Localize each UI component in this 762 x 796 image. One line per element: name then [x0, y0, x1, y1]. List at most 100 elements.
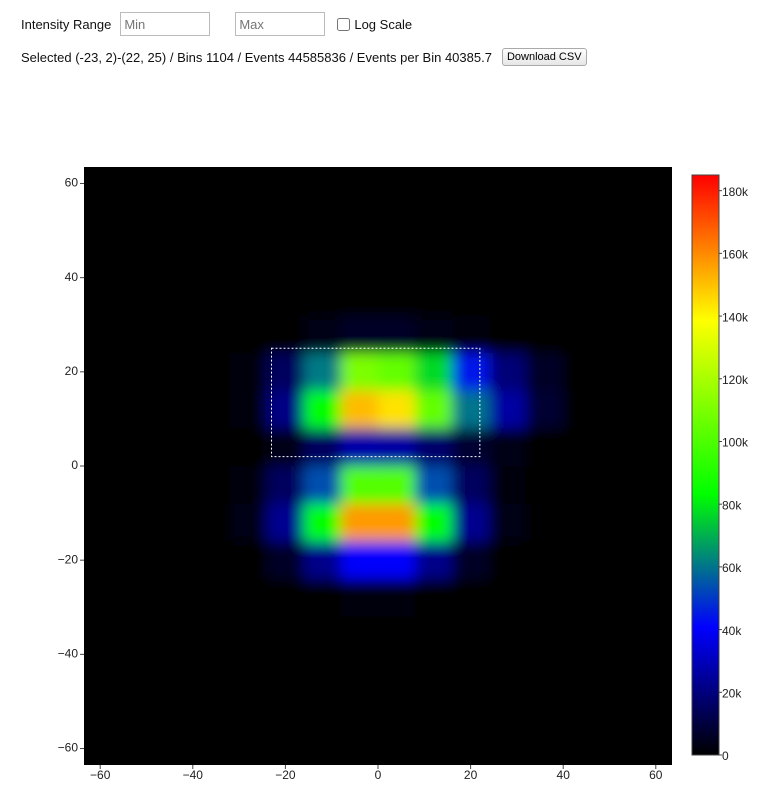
heatmap-cell — [192, 167, 231, 203]
heatmap-cell — [155, 503, 194, 542]
heatmap-cell — [84, 352, 120, 392]
heatmap-cell — [229, 390, 268, 429]
heatmap-cell — [563, 729, 601, 765]
heatmap-cell — [118, 352, 157, 392]
heatmap-cell — [155, 167, 194, 203]
heatmap-cell — [266, 167, 305, 203]
log-scale-checkbox[interactable] — [337, 17, 351, 31]
heatmap-cell — [303, 239, 342, 279]
colorbar — [691, 174, 720, 756]
heatmap-cell — [452, 277, 490, 316]
heatmap-cell — [563, 692, 601, 731]
heatmap-cell — [526, 503, 564, 542]
download-button[interactable]: Download CSV — [501, 48, 587, 66]
heatmap-cell — [192, 466, 231, 505]
heatmap-cell — [563, 167, 601, 203]
heatmap-cell — [600, 729, 638, 765]
heatmap-cell — [340, 315, 379, 354]
heatmap-cell — [84, 503, 120, 542]
heatmap-cell — [155, 202, 194, 241]
x-tick-label: −60 — [90, 768, 111, 782]
heatmap-cell — [600, 277, 638, 316]
heatmap-cell — [600, 692, 638, 731]
heatmap-cell — [155, 390, 194, 429]
heatmap-cell — [229, 466, 268, 505]
colorbar-tick-label: 160k — [722, 248, 749, 262]
heatmap-cell — [192, 390, 231, 429]
heatmap-cell — [192, 503, 231, 542]
heatmap-cell — [415, 616, 453, 655]
heatmap-cell — [155, 277, 194, 316]
heatmap-cell — [192, 579, 231, 618]
heatmap-cell — [415, 579, 453, 618]
status-bar: Selected (-23, 2)-(22, 25) / Bins 1104 /… — [21, 48, 587, 66]
heatmap-cell — [600, 616, 638, 655]
heatmap-cell — [637, 729, 672, 765]
heatmap-cell — [118, 239, 157, 279]
heatmap-cell — [600, 239, 638, 279]
heatmap-cell — [637, 692, 672, 731]
heatmap-cell — [563, 315, 601, 354]
heatmap-cell — [303, 202, 342, 241]
heatmap-cell — [340, 692, 379, 731]
min-input[interactable] — [120, 12, 211, 36]
heatmap-cell — [378, 692, 416, 731]
heatmap-cell — [340, 654, 379, 693]
heatmap-cell — [155, 541, 194, 580]
heatmap-cell — [340, 202, 379, 241]
heatmap-cell — [229, 729, 268, 765]
heatmap-cell — [340, 466, 379, 505]
heatmap-cell — [637, 352, 672, 392]
heatmap-cell — [266, 579, 305, 618]
heatmap-cell — [378, 277, 416, 316]
heatmap-cell — [192, 202, 231, 241]
heatmap-cell — [266, 654, 305, 693]
heatmap-cell — [378, 579, 416, 618]
heatmap-cell — [303, 729, 342, 765]
heatmap-cell — [266, 277, 305, 316]
heatmap-cell — [229, 541, 268, 580]
heatmap-cell — [266, 239, 305, 279]
heatmap-cell — [229, 315, 268, 354]
heatmap-cell — [118, 315, 157, 354]
heatmap-cell — [526, 654, 564, 693]
heatmap-cell — [489, 277, 527, 316]
heatmap-cell — [155, 654, 194, 693]
heatmap-cell — [415, 541, 453, 580]
heatmap-cell — [563, 579, 601, 618]
heatmap-cell — [415, 167, 453, 203]
heatmap-cell — [452, 729, 490, 765]
heatmap-cell — [526, 729, 564, 765]
heatmap-cell — [340, 239, 379, 279]
heatmap-cell — [303, 503, 342, 542]
heatmap-cell — [489, 466, 527, 505]
intensity-label: Intensity Range — [21, 16, 112, 32]
heatmap-cell — [415, 503, 453, 542]
heatmap — [84, 167, 672, 765]
heatmap-cell — [415, 390, 453, 429]
max-input[interactable] — [235, 12, 326, 36]
x-tick-label: −40 — [183, 768, 204, 782]
heatmap-cell — [118, 654, 157, 693]
heatmap-cell — [118, 428, 157, 467]
heatmap-cell — [118, 692, 157, 731]
heatmap-cell — [452, 428, 490, 467]
heatmap-cell — [563, 390, 601, 429]
heatmap-cell — [563, 541, 601, 580]
heatmap-cell — [378, 390, 416, 429]
heatmap-cell — [118, 277, 157, 316]
heatmap-cell — [303, 579, 342, 618]
heatmap-cell — [378, 729, 416, 765]
heatmap-cell — [340, 729, 379, 765]
heatmap-cell — [229, 692, 268, 731]
heatmap-cell — [155, 579, 194, 618]
heatmap-cell — [378, 352, 416, 392]
x-tick-label: 20 — [464, 768, 478, 782]
log-scale-label[interactable]: Log Scale — [354, 16, 413, 32]
heatmap-cell — [489, 390, 527, 429]
heatmap-cell — [600, 352, 638, 392]
heatmap-cell — [266, 315, 305, 354]
heatmap-cell — [563, 503, 601, 542]
heatmap-cell — [229, 352, 268, 392]
